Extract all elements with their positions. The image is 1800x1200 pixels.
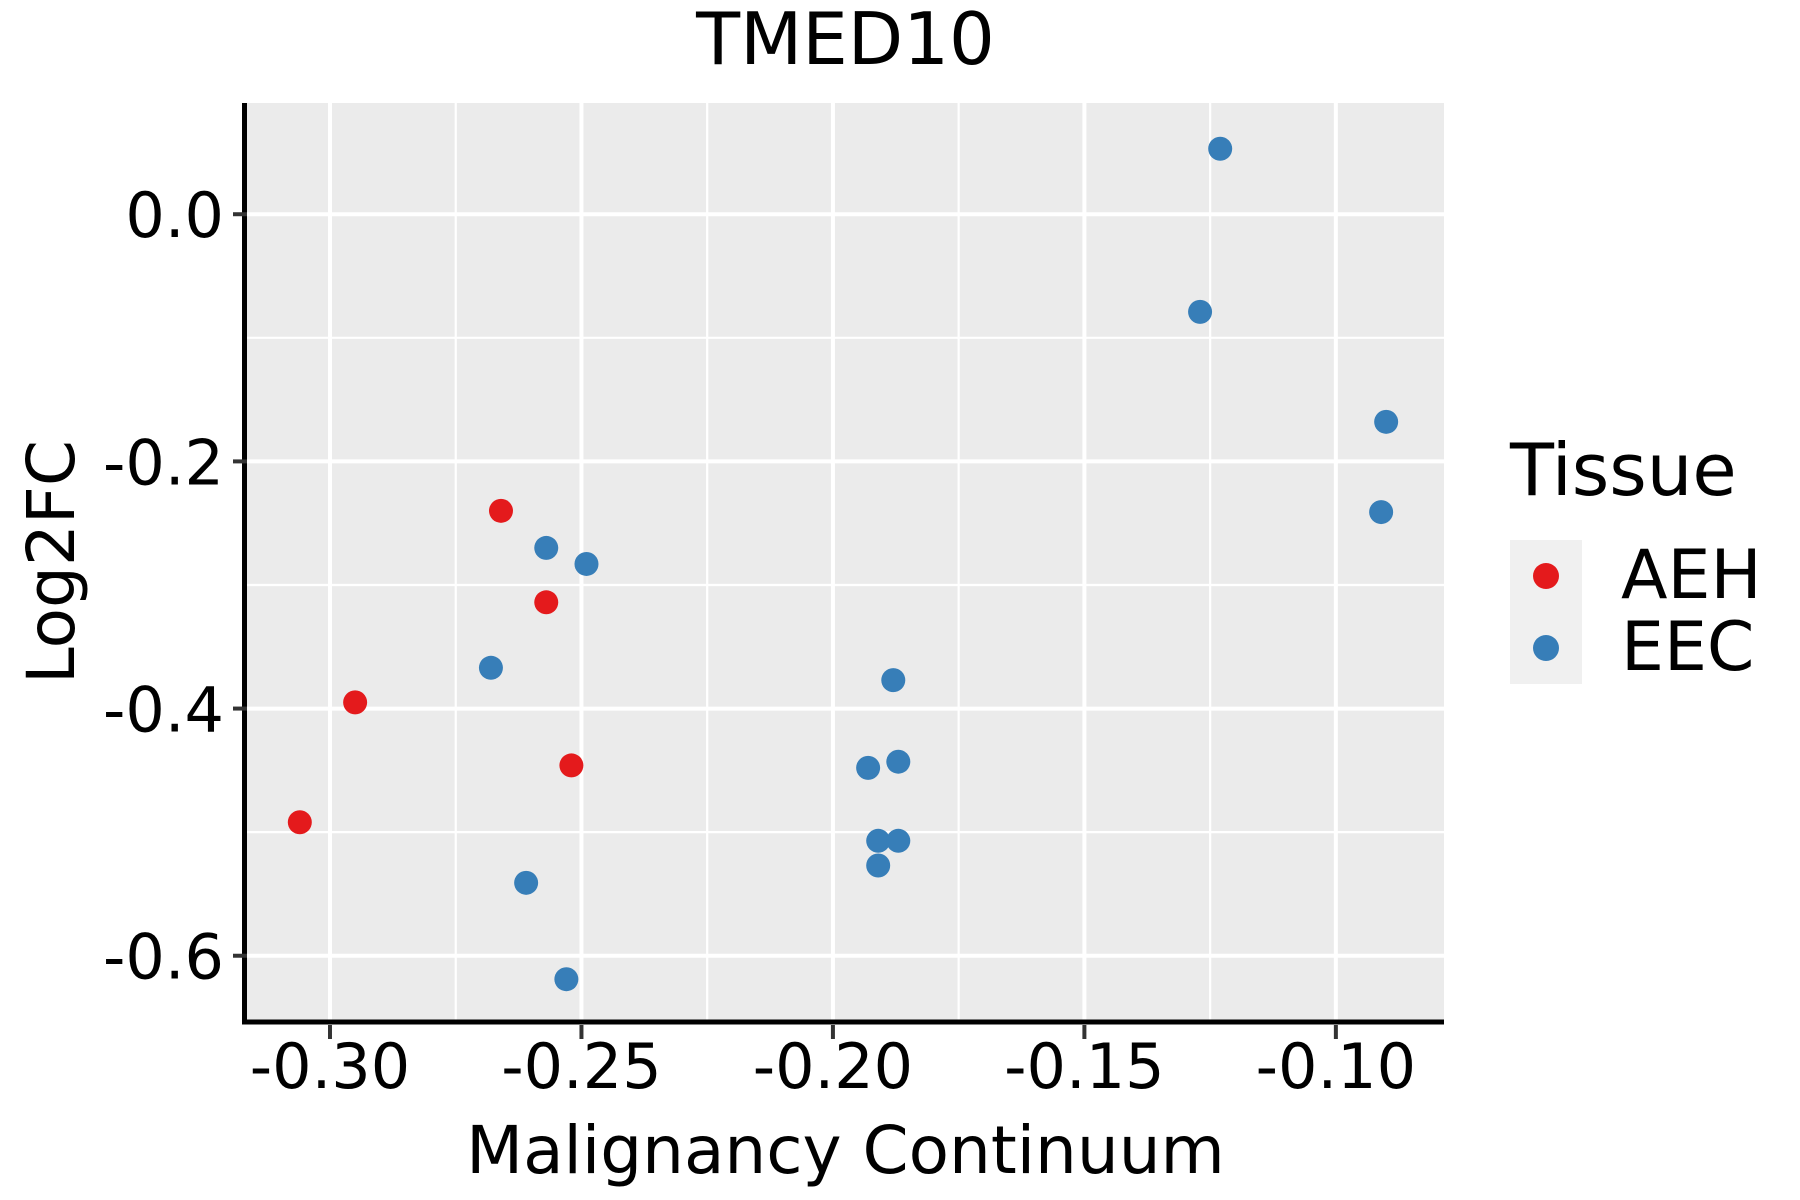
data-point-eec: [1369, 500, 1394, 525]
data-point-aeh: [559, 753, 584, 778]
x-tick-label: -0.25: [501, 1030, 661, 1103]
legend-label-aeh: AEH: [1621, 535, 1762, 615]
y-axis-title: Log2FC: [13, 440, 90, 684]
data-point-aeh: [488, 498, 513, 523]
data-point-eec: [1188, 299, 1213, 324]
data-point-eec: [866, 853, 891, 878]
chart-title: TMED10: [696, 0, 995, 81]
plot-panel: [247, 103, 1444, 1020]
data-point-eec: [886, 828, 911, 853]
data-point-eec: [574, 551, 599, 576]
legend-key-box: [1510, 611, 1582, 684]
data-point-eec: [881, 668, 906, 693]
data-point-eec: [1208, 136, 1233, 161]
y-tick-label: 0.0: [125, 179, 224, 252]
x-axis-title: Malignancy Continuum: [466, 1112, 1225, 1189]
x-tick-label: -0.30: [250, 1030, 410, 1103]
data-point-eec: [856, 755, 881, 780]
data-point-aeh: [287, 810, 312, 835]
eec-point-icon: [1533, 634, 1559, 661]
x-tick-label: -0.10: [1256, 1030, 1416, 1103]
data-point-eec: [514, 870, 539, 895]
legend-item-eec: EEC: [1510, 607, 1762, 687]
y-tick-label: -0.4: [103, 674, 224, 747]
data-point-eec: [886, 749, 911, 774]
data-point-eec: [478, 655, 503, 680]
data-point-aeh: [343, 690, 368, 715]
legend-title: Tissue: [1510, 428, 1737, 512]
data-point-aeh: [534, 590, 559, 615]
y-tick-label: -0.6: [103, 921, 224, 994]
legend-item-aeh: AEH: [1510, 535, 1762, 615]
data-point-eec: [1374, 409, 1399, 434]
x-tick-label: -0.15: [1004, 1030, 1164, 1103]
data-point-eec: [534, 535, 559, 560]
x-tick-label: -0.20: [753, 1030, 913, 1103]
legend-label-eec: EEC: [1621, 607, 1755, 687]
legend: Tissue AEH EEC: [1510, 428, 1762, 687]
data-point-eec: [866, 828, 891, 853]
aeh-point-icon: [1533, 562, 1559, 589]
legend-key-box: [1510, 539, 1582, 612]
y-tick-label: -0.2: [103, 426, 224, 499]
data-point-eec: [554, 967, 579, 992]
